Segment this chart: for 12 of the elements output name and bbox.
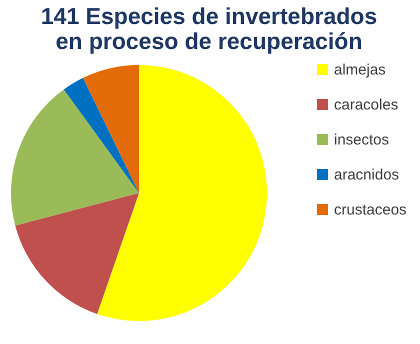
pie-slice xyxy=(97,65,267,321)
pie-slice xyxy=(15,193,139,314)
legend-label: aracnidos xyxy=(334,166,400,184)
pie-slice xyxy=(64,78,139,193)
pie-slice xyxy=(83,65,139,193)
text: 141 Especies de invertebrados xyxy=(40,3,378,29)
text: en proceso de recuperación xyxy=(56,28,362,54)
legend-label: insectos xyxy=(334,132,390,148)
legend-label: almejas xyxy=(334,62,386,78)
legend-label: crustaceos xyxy=(334,202,407,218)
pie-slice xyxy=(11,89,139,226)
legend-label: caracoles xyxy=(334,96,398,114)
